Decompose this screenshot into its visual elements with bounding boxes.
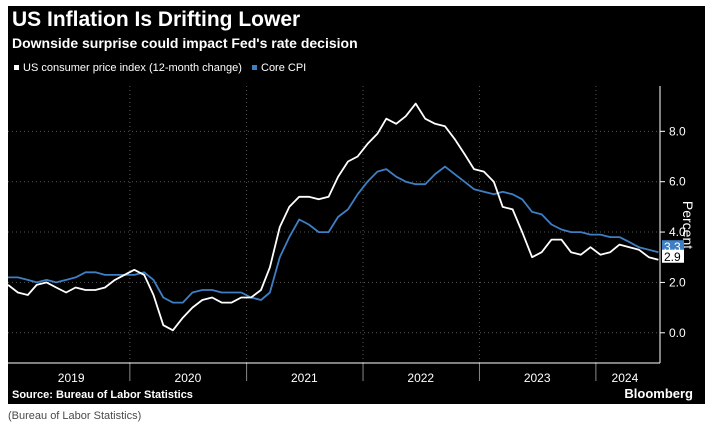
x-tick-label: 2023: [524, 371, 551, 385]
x-tick-label: 2020: [175, 371, 202, 385]
image-caption: (Bureau of Labor Statistics): [8, 410, 142, 422]
legend-core-cpi-label: Core CPI: [261, 62, 306, 74]
y-tick-label: 4.0: [669, 225, 686, 239]
x-tick-label: 2021: [291, 371, 318, 385]
core-cpi-series-line: [8, 165, 659, 304]
brand-logo: Bloomberg: [624, 386, 693, 401]
cpi-last-value-box: [662, 249, 684, 263]
legend-core-cpi-swatch: [252, 65, 257, 70]
x-tick-label: 2019: [58, 371, 85, 385]
source-note: Source: Bureau of Labor Statistics: [12, 389, 193, 401]
chart-title: US Inflation Is Drifting Lower: [12, 8, 301, 31]
legend-cpi-swatch: [14, 65, 19, 70]
chart-subtitle: Downside surprise could impact Fed's rat…: [12, 35, 358, 51]
cpi-last-value-label: 2.9: [664, 250, 681, 264]
y-tick-label: 8.0: [669, 124, 686, 138]
y-axis-title: Percent: [680, 201, 696, 249]
y-tick-label: 0.0: [669, 326, 686, 340]
y-tick-label: 6.0: [669, 175, 686, 189]
x-tick-label: 2022: [407, 371, 434, 385]
cpi-series-line: [8, 102, 659, 332]
legend-cpi-label: US consumer price index (12-month change…: [23, 62, 242, 74]
line-chart: 0.0 2.0 4.0 6.0 8.0 2019 2020 2021 2022 2023 2024 P…: [8, 62, 696, 401]
x-tick-label: 2024: [612, 371, 639, 385]
y-tick-label: 2.0: [669, 275, 686, 289]
chart-panel: US Inflation Is Drifting Lower Downside …: [8, 6, 705, 404]
